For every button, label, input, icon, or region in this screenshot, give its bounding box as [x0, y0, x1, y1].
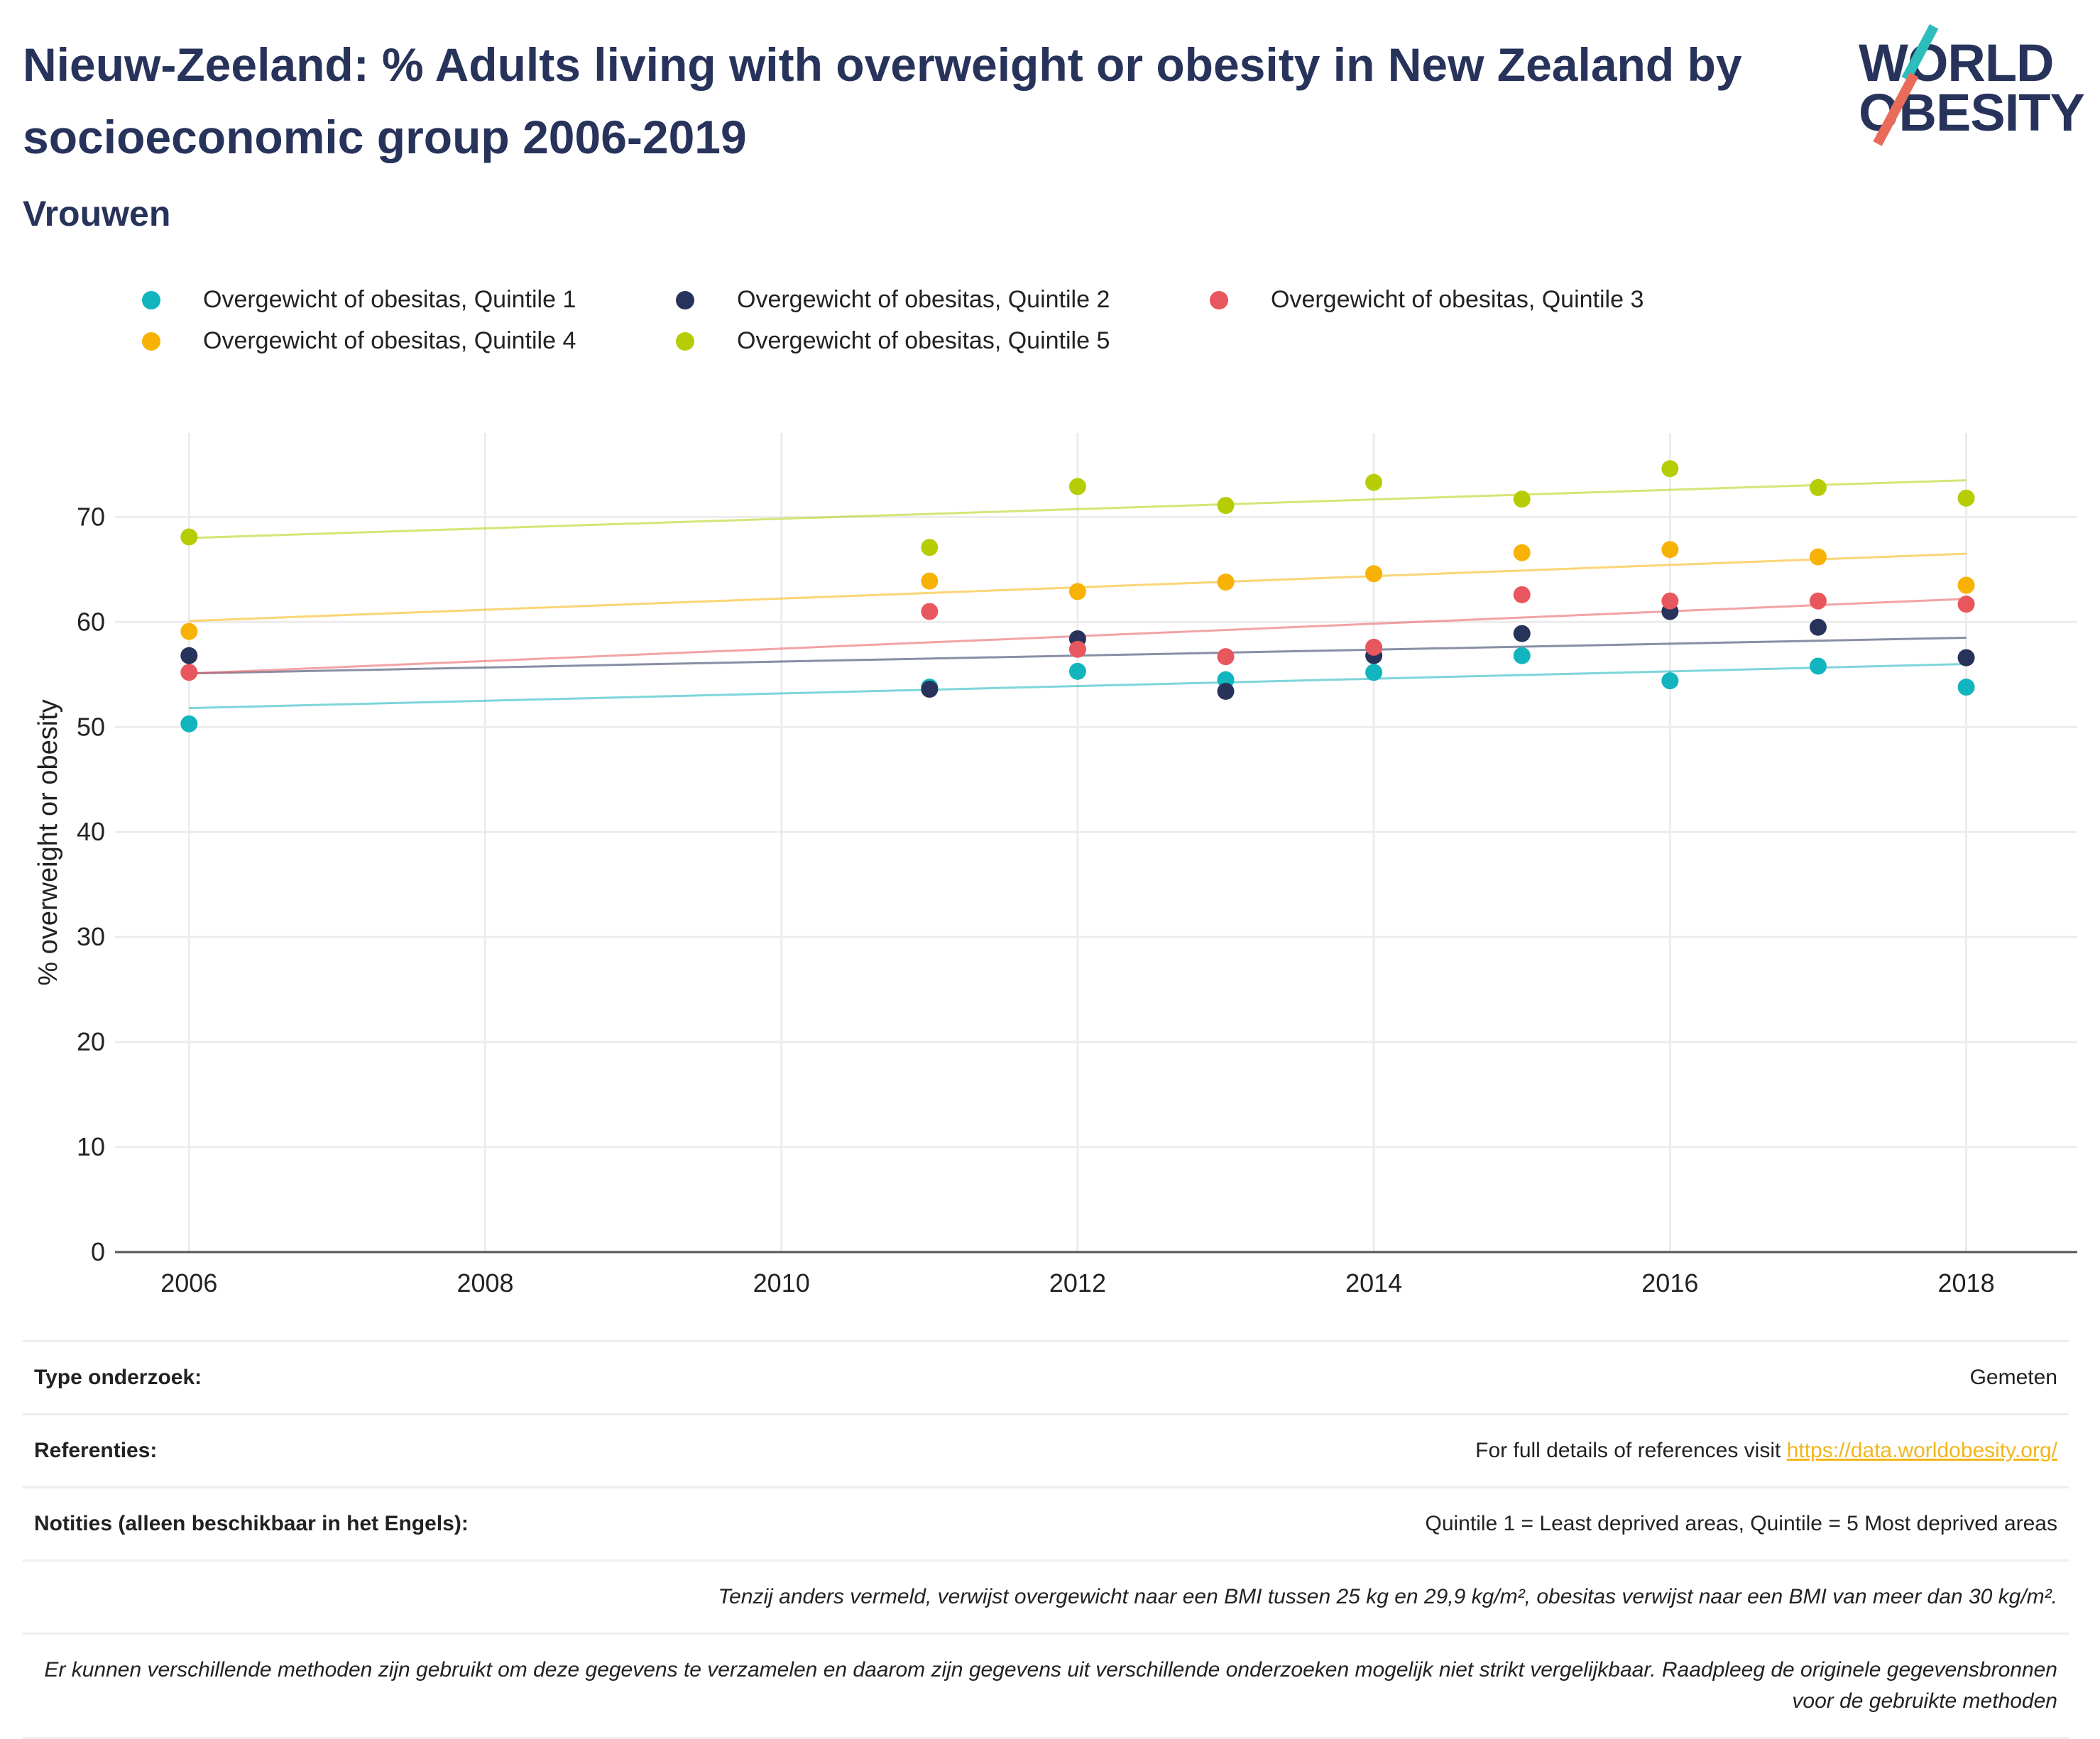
data-point-quintile-5	[1809, 478, 1827, 496]
data-point-quintile-4	[1809, 548, 1827, 566]
data-point-quintile-3	[1365, 638, 1383, 656]
data-point-quintile-5	[1068, 478, 1086, 495]
references-link[interactable]: https://data.worldobesity.org/	[1786, 1439, 2057, 1462]
logo-line-1: WORLD	[1859, 33, 2054, 92]
legend-label: Overgewicht of obesitas, Quintile 5	[737, 327, 1110, 354]
bmi-note: Tenzij anders vermeld, verwijst overgewi…	[718, 1585, 2057, 1608]
data-point-quintile-3	[921, 603, 939, 620]
data-point-quintile-3	[1809, 592, 1827, 610]
legend-item-quintile-2[interactable]: Overgewicht of obesitas, Quintile 2	[676, 286, 1110, 314]
legend-item-quintile-4[interactable]: Overgewicht of obesitas, Quintile 4	[142, 327, 576, 355]
data-point-quintile-4	[921, 572, 939, 590]
data-point-quintile-2	[1513, 625, 1531, 642]
y-axis-title: % overweight or obesity	[33, 699, 63, 985]
survey-type-label: Type onderzoek:	[34, 1366, 202, 1389]
data-point-quintile-2	[1957, 649, 1975, 666]
legend-item-quintile-1[interactable]: Overgewicht of obesitas, Quintile 1	[142, 286, 576, 314]
x-tick-label: 2010	[753, 1268, 810, 1298]
data-point-quintile-2	[1217, 682, 1235, 700]
references-value: For full details of references visit htt…	[1475, 1435, 2057, 1466]
data-point-quintile-3	[180, 664, 198, 681]
references-text: For full details of references visit	[1475, 1439, 1787, 1462]
notes-value: Quintile 1 = Least deprived areas, Quint…	[1425, 1512, 2057, 1535]
x-tick-label: 2008	[456, 1268, 513, 1298]
data-point-quintile-5	[1217, 497, 1235, 515]
data-point-quintile-5	[180, 528, 198, 546]
data-point-quintile-1	[1513, 647, 1531, 664]
data-point-quintile-4	[1513, 544, 1531, 561]
data-point-quintile-4	[1957, 576, 1975, 594]
trend-line-quintile-5	[189, 479, 1967, 539]
data-point-quintile-1	[1365, 664, 1383, 681]
legend-label: Overgewicht of obesitas, Quintile 4	[203, 327, 576, 354]
y-tick-label: 40	[77, 817, 105, 846]
trend-line-quintile-1	[189, 662, 1967, 710]
methods-note: Er kunnen verschillende methoden zijn ge…	[44, 1658, 2057, 1713]
x-tick-label: 2006	[160, 1268, 217, 1298]
data-point-quintile-3	[1957, 596, 1975, 613]
legend-dot-icon	[676, 290, 694, 309]
legend-item-quintile-5[interactable]: Overgewicht of obesitas, Quintile 5	[676, 327, 1110, 355]
legend-item-quintile-3[interactable]: Overgewicht of obesitas, Quintile 3	[1210, 286, 1644, 314]
y-tick-label: 20	[77, 1027, 105, 1056]
y-tick-label: 70	[77, 502, 105, 531]
legend-dot-icon	[676, 331, 694, 351]
chart-legend: Overgewicht of obesitas, Quintile 1 Over…	[142, 280, 1846, 380]
y-tick-label: 30	[77, 922, 105, 951]
x-tick-label: 2014	[1345, 1268, 1402, 1298]
data-point-quintile-4	[1217, 574, 1235, 591]
legend-label: Overgewicht of obesitas, Quintile 3	[1271, 286, 1644, 313]
legend-label: Overgewicht of obesitas, Quintile 1	[203, 286, 576, 313]
data-point-quintile-5	[1513, 490, 1531, 508]
data-point-quintile-1	[1809, 657, 1827, 675]
data-point-quintile-3	[1513, 586, 1531, 603]
y-tick-label: 50	[77, 712, 105, 741]
info-row-notes: Notities (alleen beschikbaar in het Enge…	[23, 1486, 2069, 1559]
world-obesity-logo[interactable]: WORLD OBESITY	[1846, 21, 2087, 149]
data-point-quintile-1	[180, 715, 198, 733]
info-table: Type onderzoek: Gemeten Referenties: For…	[23, 1340, 2069, 1739]
data-point-quintile-1	[1661, 672, 1679, 690]
x-tick-label: 2016	[1641, 1268, 1698, 1298]
legend-dot-icon	[142, 331, 160, 351]
data-point-quintile-2	[1809, 618, 1827, 636]
data-point-quintile-5	[1661, 460, 1679, 478]
data-point-quintile-1	[1068, 662, 1086, 680]
scatter-chart: 2006 2008 2010 2012 2014 2016 2018 0 10 20 30 40 50 6…	[33, 433, 2077, 1298]
references-label: Referenties:	[34, 1439, 158, 1462]
data-point-quintile-4	[1661, 541, 1679, 559]
data-point-quintile-3	[1068, 640, 1086, 658]
survey-type-value: Gemeten	[1969, 1366, 2057, 1389]
data-point-quintile-4	[1068, 583, 1086, 600]
data-point-quintile-5	[1957, 489, 1975, 507]
page-subtitle: Vrouwen	[23, 194, 171, 234]
data-point-quintile-1	[1957, 679, 1975, 696]
info-row-methods-note: Er kunnen verschillende methoden zijn ge…	[23, 1633, 2069, 1737]
data-point-quintile-5	[1365, 473, 1383, 491]
data-point-quintile-4	[1365, 565, 1383, 583]
legend-dot-icon	[142, 290, 160, 309]
y-tick-label: 60	[77, 607, 105, 636]
legend-dot-icon	[1210, 290, 1228, 309]
data-point-quintile-2	[921, 680, 939, 698]
info-row-survey-type: Type onderzoek: Gemeten	[23, 1340, 2069, 1413]
y-tick-label: 0	[91, 1237, 105, 1266]
y-tick-label: 10	[77, 1132, 105, 1161]
info-row-bmi-note: Tenzij anders vermeld, verwijst overgewi…	[23, 1559, 2069, 1633]
x-tick-label: 2018	[1938, 1268, 1995, 1298]
page-title: Nieuw-Zeeland: % Adults living with over…	[23, 38, 1742, 163]
data-point-quintile-3	[1217, 648, 1235, 666]
info-row-references: Referenties: For full details of referen…	[23, 1413, 2069, 1486]
data-point-quintile-2	[180, 647, 198, 664]
x-tick-label: 2012	[1049, 1268, 1106, 1298]
notes-label: Notities (alleen beschikbaar in het Enge…	[34, 1512, 469, 1535]
data-point-quintile-5	[921, 539, 939, 556]
legend-label: Overgewicht of obesitas, Quintile 2	[737, 286, 1110, 313]
data-point-quintile-3	[1661, 592, 1679, 610]
data-point-quintile-4	[180, 622, 198, 640]
